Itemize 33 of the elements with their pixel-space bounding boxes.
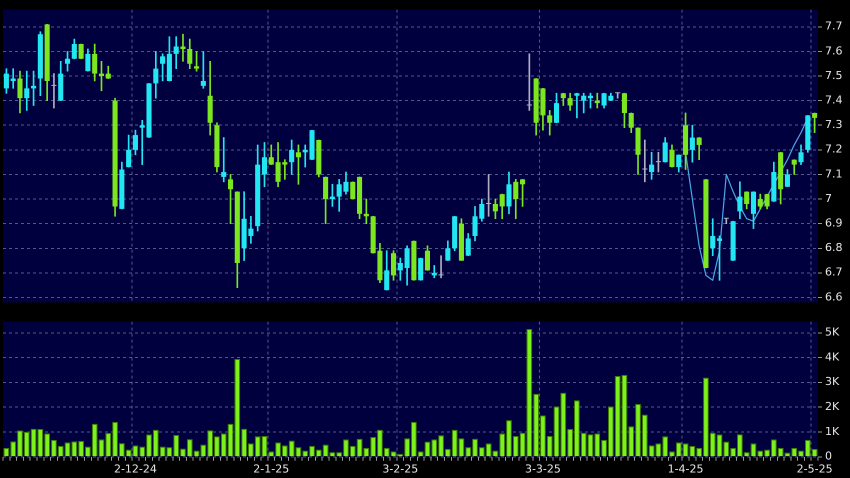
y-tick-label: 7.4 [825, 94, 842, 106]
candlestick [194, 51, 200, 72]
y-tick-label: 7 [825, 192, 832, 205]
y-tick-label: 6.9 [825, 216, 842, 230]
candlestick [51, 73, 56, 108]
y-tick-label: 7.3 [825, 118, 842, 132]
x-tick-label: 1-4-25 [668, 462, 704, 476]
candlestick [438, 255, 444, 278]
x-tick-label: 2-5-25 [796, 462, 833, 476]
candlestick [228, 174, 234, 224]
candlestick [31, 70, 36, 106]
x-tick-label: 3-2-25 [382, 462, 418, 476]
x-tick-label: 2-1-25 [253, 462, 290, 476]
y-tick-label: 7.2 [825, 142, 842, 156]
y-tick-label: 7.1 [825, 167, 842, 180]
candlestick [296, 144, 301, 185]
y-tick-label: 0 [825, 450, 832, 463]
y-tick-label: 3K [825, 375, 840, 388]
y-tick-label: 1K [825, 424, 840, 438]
y-tick-label: 5K [825, 326, 840, 339]
y-tick-label: 7.7 [825, 20, 842, 33]
y-tick-label: 2K [825, 400, 840, 414]
candlestick [180, 34, 186, 62]
y-tick-label: 7.6 [825, 44, 842, 58]
candlestick [64, 51, 70, 72]
y-tick-label: 6.8 [825, 241, 842, 254]
x-tick-label: 3-3-25 [524, 462, 561, 476]
y-tick-label: 6.6 [825, 290, 842, 304]
y-tick-label: 7.5 [825, 68, 842, 82]
y-tick-label: 4K [825, 350, 840, 364]
x-tick-label: 2-12-24 [114, 462, 157, 476]
y-tick-label: 6.7 [825, 266, 842, 279]
candlestick [588, 92, 594, 108]
